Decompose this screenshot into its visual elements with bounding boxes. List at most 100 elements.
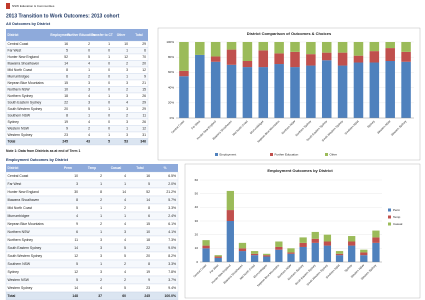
chart-frame	[184, 163, 421, 299]
bar-segment	[321, 60, 332, 118]
bar-segment	[353, 62, 364, 118]
table-cell: 4	[88, 94, 90, 98]
legend-swatch	[388, 215, 391, 219]
table-cell: 2	[100, 278, 102, 282]
bar-segment	[360, 255, 368, 262]
bar-segment	[287, 248, 295, 253]
table-cell: 20	[142, 62, 146, 66]
bar-segment	[226, 42, 237, 50]
table-cell: 4	[124, 222, 126, 226]
table-cell: 7.3%	[168, 238, 176, 242]
table-cell: 14	[64, 62, 68, 66]
table-cell: 6.1%	[168, 222, 176, 226]
bar-segment	[242, 61, 253, 68]
column-header: Total	[136, 166, 143, 170]
table-note: Note 1: Data from Districts as at end of…	[6, 149, 80, 153]
table-cell: Murrumbidgee	[8, 75, 30, 79]
table-cell: 1	[126, 127, 128, 131]
table-cell: 0	[108, 75, 110, 79]
bar-segment	[238, 242, 247, 249]
bar-segment	[287, 252, 295, 254]
bar-segment	[250, 255, 259, 262]
table-cell: South Western Sydney	[8, 254, 43, 258]
table-cell: 19	[64, 120, 68, 124]
table-cell: 2	[126, 114, 128, 118]
bar-segment	[179, 76, 189, 118]
table-cell: 1	[108, 94, 110, 98]
y-tick-label: 50	[195, 191, 199, 195]
table-cell: 14	[146, 198, 150, 202]
table-cell: 3	[126, 133, 128, 137]
table-cell: 5	[88, 107, 90, 111]
bar-segment	[311, 231, 319, 239]
table-cell: 5	[124, 286, 126, 290]
bar-segment	[337, 52, 348, 66]
table-cell: 23	[64, 133, 68, 137]
bar-segment	[353, 55, 364, 63]
table-cell: 9	[66, 127, 68, 131]
table-cell: 0	[108, 127, 110, 131]
bar-segment	[360, 249, 368, 253]
table-cell: 4	[126, 101, 128, 105]
table-cell: 6.5%	[168, 174, 176, 178]
bar-segment	[321, 52, 332, 61]
table-cell: 2.4%	[168, 214, 176, 218]
table-cell: Sydney	[8, 120, 20, 124]
table-cell: 3.3%	[168, 262, 176, 266]
table-cell: Murrumbidgee	[8, 214, 30, 218]
bar-segment	[321, 42, 332, 53]
table-cell: Southern NSW	[8, 262, 31, 266]
table-row	[5, 227, 179, 237]
y-tick-label: 30	[195, 219, 199, 223]
table-cell: Central Coast	[8, 42, 29, 46]
x-tick-label: Far West	[209, 263, 220, 274]
table-cell: 12	[142, 127, 146, 131]
bar-segment	[263, 255, 271, 257]
table-cell: Total	[8, 140, 16, 144]
bar-segment	[290, 51, 300, 68]
table-cell: 5	[76, 206, 78, 210]
bar-segment	[290, 67, 300, 118]
table-cell: 245	[144, 294, 150, 298]
bar-segment	[369, 51, 380, 63]
bar-segment	[401, 61, 411, 118]
bar-segment	[385, 61, 395, 118]
table-cell: 2.0%	[168, 182, 176, 186]
table-cell: 2	[126, 88, 128, 92]
table-caption: All Outcomes by District	[6, 22, 51, 26]
table-cell: 0	[108, 88, 110, 92]
table-cell: 4.1%	[168, 230, 176, 234]
table-cell: 5	[76, 278, 78, 282]
table-cell: 8	[66, 114, 68, 118]
table-row	[5, 291, 179, 300]
table-cell: 70	[142, 55, 146, 59]
table-cell: 14	[74, 286, 78, 290]
table-cell: 1	[108, 55, 110, 59]
table-cell: 3	[100, 238, 102, 242]
bar-segment	[226, 49, 237, 65]
bar-segment	[401, 42, 411, 52]
table-cell: South Eastern Sydney	[8, 101, 42, 105]
table-cell: Far West	[8, 182, 22, 186]
table-cell: 3	[126, 107, 128, 111]
table-cell: 3	[126, 120, 128, 124]
table-cell: 7.8%	[168, 270, 176, 274]
bar-segment	[275, 241, 283, 247]
logo-mark	[6, 3, 10, 9]
bar-segment	[275, 249, 283, 262]
table-cell: 19	[146, 270, 150, 274]
column-header: Transfer to CT	[91, 33, 113, 37]
table-cell: Hunter New England	[8, 55, 39, 59]
bar-segment	[311, 238, 319, 243]
table-cell: 2	[100, 174, 102, 178]
table-cell: 0	[108, 49, 110, 53]
table-cell: 8	[148, 262, 150, 266]
table-cell: 20	[64, 107, 68, 111]
table-cell: 16	[146, 174, 150, 178]
table-cell: 2	[88, 75, 90, 79]
bar-segment	[263, 256, 271, 262]
bar-segment	[226, 64, 237, 118]
table-caption: Employment Outcomes by District	[6, 158, 69, 162]
table-cell: 22	[64, 101, 68, 105]
table-cell: 21.2%	[166, 190, 176, 194]
